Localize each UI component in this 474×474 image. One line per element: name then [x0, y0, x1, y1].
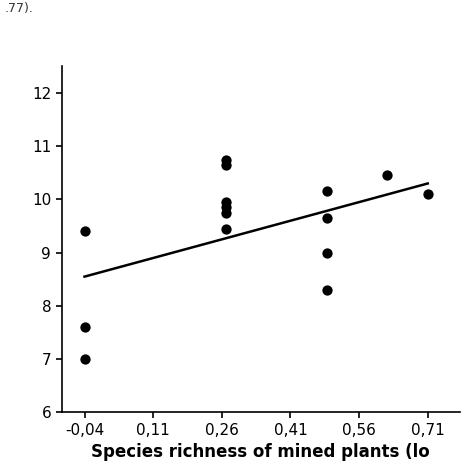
Point	[323, 214, 331, 222]
Point	[223, 225, 230, 233]
Point	[81, 228, 88, 235]
Point	[323, 286, 331, 294]
X-axis label: Species richness of mined plants (lo: Species richness of mined plants (lo	[91, 443, 430, 461]
Point	[223, 204, 230, 211]
Point	[223, 209, 230, 217]
Point	[223, 156, 230, 164]
Point	[81, 356, 88, 363]
Point	[383, 172, 391, 179]
Point	[323, 188, 331, 195]
Point	[81, 323, 88, 331]
Point	[424, 191, 431, 198]
Text: .77).: .77).	[5, 2, 34, 15]
Point	[223, 198, 230, 206]
Point	[223, 161, 230, 169]
Point	[323, 249, 331, 256]
